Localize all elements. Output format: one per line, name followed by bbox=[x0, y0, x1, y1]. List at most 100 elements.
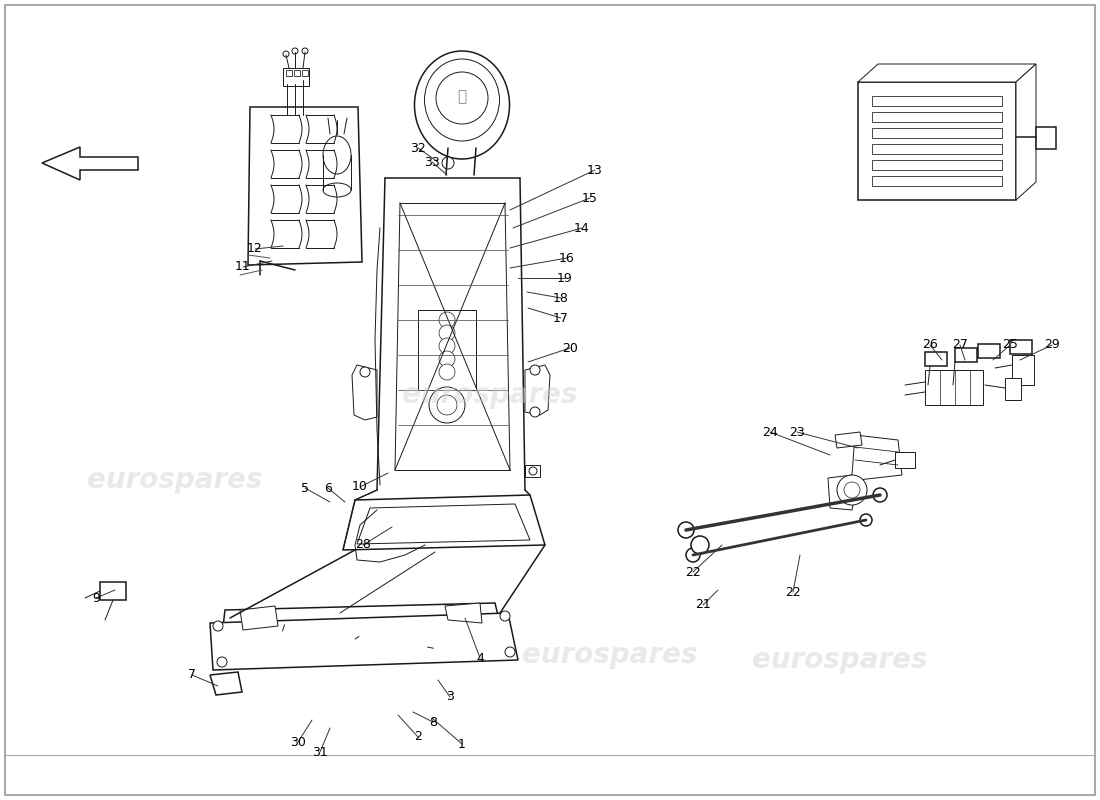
Circle shape bbox=[436, 72, 488, 124]
Text: 4: 4 bbox=[476, 651, 484, 665]
Polygon shape bbox=[828, 435, 902, 510]
Text: 7: 7 bbox=[188, 669, 196, 682]
Bar bbox=[286, 70, 292, 76]
Polygon shape bbox=[835, 432, 862, 448]
Text: 1: 1 bbox=[458, 738, 466, 750]
Text: 22: 22 bbox=[785, 586, 801, 598]
Polygon shape bbox=[343, 495, 544, 550]
Text: 32: 32 bbox=[410, 142, 426, 154]
Bar bbox=[1036, 127, 1056, 149]
Text: 3: 3 bbox=[447, 690, 454, 703]
Bar bbox=[1012, 355, 1034, 385]
Text: 20: 20 bbox=[562, 342, 578, 354]
Polygon shape bbox=[858, 64, 1036, 82]
Text: 19: 19 bbox=[557, 271, 573, 285]
Bar bbox=[872, 144, 1002, 154]
Polygon shape bbox=[42, 147, 138, 180]
Text: 10: 10 bbox=[352, 481, 367, 494]
Circle shape bbox=[691, 536, 710, 554]
Bar bbox=[1005, 378, 1021, 400]
Bar bbox=[925, 352, 947, 366]
Bar bbox=[872, 176, 1002, 186]
Text: 31: 31 bbox=[312, 746, 328, 758]
Circle shape bbox=[217, 657, 227, 667]
Text: 30: 30 bbox=[290, 735, 306, 749]
Circle shape bbox=[292, 48, 298, 54]
Circle shape bbox=[213, 621, 223, 631]
Circle shape bbox=[283, 51, 289, 57]
Circle shape bbox=[360, 367, 370, 377]
Bar bbox=[525, 465, 540, 477]
Text: 12: 12 bbox=[248, 242, 263, 255]
Bar bbox=[872, 160, 1002, 170]
Text: 11: 11 bbox=[235, 261, 251, 274]
Text: 5: 5 bbox=[301, 482, 309, 494]
Polygon shape bbox=[1016, 64, 1036, 200]
Circle shape bbox=[529, 467, 537, 475]
Bar bbox=[418, 310, 476, 390]
Circle shape bbox=[686, 548, 700, 562]
Circle shape bbox=[837, 475, 867, 505]
Text: 28: 28 bbox=[355, 538, 371, 551]
Circle shape bbox=[442, 157, 454, 169]
Text: 14: 14 bbox=[574, 222, 590, 234]
Text: 9: 9 bbox=[92, 591, 100, 605]
Text: 26: 26 bbox=[922, 338, 938, 351]
Text: 13: 13 bbox=[587, 163, 603, 177]
Bar bbox=[925, 370, 983, 405]
Circle shape bbox=[500, 611, 510, 621]
Ellipse shape bbox=[415, 51, 509, 159]
Text: 8: 8 bbox=[429, 715, 437, 729]
Text: eurospares: eurospares bbox=[522, 641, 697, 669]
Text: 🐎: 🐎 bbox=[458, 90, 466, 105]
Text: 22: 22 bbox=[685, 566, 701, 578]
Text: 25: 25 bbox=[1002, 338, 1018, 351]
Bar bbox=[283, 68, 309, 86]
Text: 16: 16 bbox=[559, 251, 575, 265]
Text: eurospares: eurospares bbox=[403, 381, 578, 409]
Bar bbox=[872, 112, 1002, 122]
Bar bbox=[1010, 340, 1032, 354]
Polygon shape bbox=[248, 107, 362, 265]
Bar bbox=[895, 452, 915, 468]
Circle shape bbox=[873, 488, 887, 502]
Polygon shape bbox=[352, 365, 377, 420]
Polygon shape bbox=[446, 603, 482, 623]
Circle shape bbox=[439, 325, 455, 341]
Text: 29: 29 bbox=[1044, 338, 1060, 351]
Bar bbox=[978, 344, 1000, 358]
Circle shape bbox=[860, 514, 872, 526]
Text: 15: 15 bbox=[582, 191, 598, 205]
Ellipse shape bbox=[323, 183, 351, 197]
Polygon shape bbox=[525, 365, 550, 415]
Text: 6: 6 bbox=[324, 482, 332, 494]
Text: eurospares: eurospares bbox=[87, 466, 263, 494]
Circle shape bbox=[439, 364, 455, 380]
Bar bbox=[858, 82, 1016, 200]
Polygon shape bbox=[358, 504, 530, 544]
Circle shape bbox=[429, 387, 465, 423]
Text: 21: 21 bbox=[695, 598, 711, 611]
Text: 24: 24 bbox=[762, 426, 778, 438]
Ellipse shape bbox=[323, 136, 351, 174]
Circle shape bbox=[678, 522, 694, 538]
Circle shape bbox=[530, 407, 540, 417]
Circle shape bbox=[439, 338, 455, 354]
Text: 2: 2 bbox=[414, 730, 422, 743]
Text: 33: 33 bbox=[425, 155, 440, 169]
Text: 18: 18 bbox=[553, 291, 569, 305]
Polygon shape bbox=[240, 606, 278, 630]
Bar bbox=[872, 96, 1002, 106]
Circle shape bbox=[844, 482, 860, 498]
Text: 23: 23 bbox=[789, 426, 805, 438]
Polygon shape bbox=[220, 603, 505, 652]
Circle shape bbox=[439, 351, 455, 367]
Polygon shape bbox=[210, 613, 518, 670]
Polygon shape bbox=[210, 672, 242, 695]
Circle shape bbox=[437, 395, 456, 415]
Text: eurospares: eurospares bbox=[752, 646, 927, 674]
Circle shape bbox=[530, 365, 540, 375]
Text: 17: 17 bbox=[553, 311, 569, 325]
Bar bbox=[294, 70, 300, 76]
Bar bbox=[872, 128, 1002, 138]
